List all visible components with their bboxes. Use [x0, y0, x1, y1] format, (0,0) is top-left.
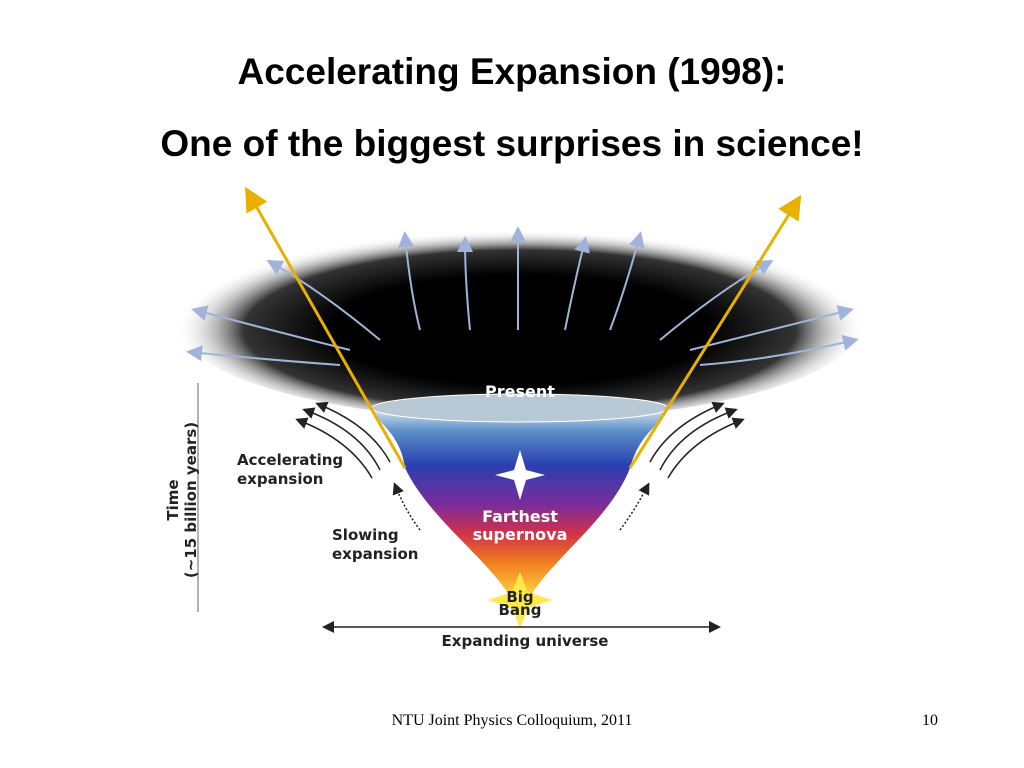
- label: Big: [506, 588, 533, 606]
- page-number: 10: [922, 712, 938, 729]
- label: Bang: [499, 601, 542, 619]
- yellow-arrow: [628, 194, 802, 469]
- yellow-arrow: [245, 186, 407, 469]
- label: expansion: [332, 545, 418, 563]
- label: Time: [164, 479, 182, 520]
- big-bang-star: [488, 572, 552, 628]
- footer-text: NTU Joint Physics Colloquium, 2011: [392, 712, 633, 729]
- label: (~15 billion years): [182, 422, 200, 578]
- label: Expanding universe: [442, 632, 609, 650]
- title-line: Accelerating Expansion (1998):: [237, 51, 786, 92]
- label: expansion: [237, 470, 323, 488]
- label: Farthest: [482, 507, 558, 526]
- label: Accelerating: [237, 451, 343, 469]
- diagram: Present Farthest supernova Big Bang Acce…: [164, 186, 865, 650]
- funnel: [372, 408, 668, 600]
- label: Present: [485, 382, 555, 401]
- supernova-star: [495, 450, 545, 500]
- curved-arrows: [295, 401, 745, 531]
- label: supernova: [473, 525, 568, 544]
- title-line: One of the biggest surprises in science!: [160, 123, 863, 164]
- label: Slowing: [332, 526, 399, 544]
